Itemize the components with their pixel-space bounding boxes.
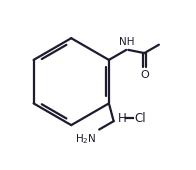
Text: H$_2$N: H$_2$N (75, 132, 97, 146)
Text: H: H (118, 112, 127, 125)
Text: Cl: Cl (135, 112, 146, 125)
Text: O: O (140, 70, 149, 80)
Text: NH: NH (119, 37, 134, 47)
